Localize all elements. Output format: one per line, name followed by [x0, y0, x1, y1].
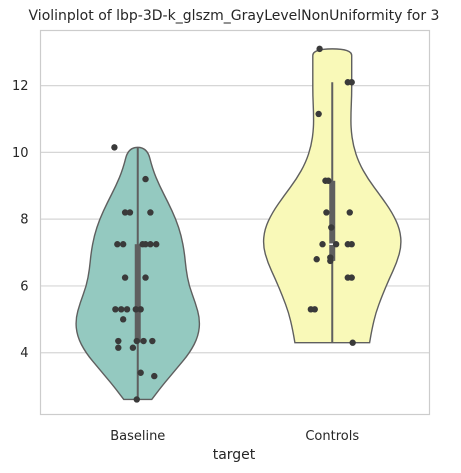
- data-point: [316, 45, 323, 53]
- data-point: [111, 144, 118, 151]
- data-point: [311, 306, 318, 313]
- data-point: [112, 306, 119, 313]
- data-point: [349, 339, 356, 346]
- data-point: [121, 209, 129, 216]
- iqr-box: [329, 180, 336, 261]
- data-point: [137, 369, 144, 376]
- y-tick-label: 8: [20, 213, 28, 228]
- data-point: [142, 274, 149, 281]
- data-point: [140, 337, 147, 345]
- data-point: [118, 306, 125, 313]
- data-point: [119, 241, 127, 248]
- data-point: [115, 344, 122, 351]
- data-point: [133, 396, 140, 403]
- data-point: [121, 274, 129, 281]
- data-point: [153, 241, 160, 248]
- data-point: [119, 316, 127, 323]
- data-point: [129, 344, 137, 351]
- y-tick-label: 10: [12, 146, 29, 161]
- data-point: [114, 241, 121, 248]
- data-point: [346, 209, 353, 216]
- data-point: [142, 175, 149, 183]
- iqr-box: [134, 244, 141, 343]
- data-point: [328, 224, 335, 231]
- y-tick-label: 12: [12, 79, 29, 94]
- data-point: [147, 241, 154, 248]
- data-point: [151, 372, 158, 380]
- chart-title: Violinplot of lbp-3D-k_glszm_GrayLevelNo…: [29, 8, 440, 24]
- data-point: [115, 337, 122, 345]
- data-point: [315, 110, 322, 118]
- y-tick-label: 6: [20, 279, 28, 294]
- strip-points: [111, 45, 356, 403]
- y-tick-label: 4: [20, 346, 28, 361]
- box-markers: [134, 82, 336, 400]
- data-point: [327, 257, 334, 265]
- data-point: [348, 274, 355, 281]
- data-point: [123, 306, 131, 313]
- data-point: [319, 241, 326, 248]
- data-point: [137, 306, 144, 313]
- x-axis-label: target: [213, 447, 256, 463]
- data-point: [313, 256, 320, 263]
- data-point: [147, 209, 154, 216]
- data-point: [348, 79, 355, 86]
- x-tick-label: Baseline: [110, 429, 165, 444]
- data-point: [348, 241, 355, 248]
- x-tick-label: Controls: [305, 429, 359, 444]
- plot-frame: [39, 29, 431, 416]
- data-point: [323, 209, 330, 216]
- data-point: [142, 241, 149, 248]
- data-point: [332, 241, 340, 248]
- x-tick-labels: Baseline Controls: [110, 429, 359, 444]
- data-point: [325, 177, 332, 184]
- data-point: [126, 209, 134, 216]
- data-point: [149, 337, 156, 345]
- data-point: [132, 306, 140, 313]
- y-tick-labels: 4 6 8 10 12: [12, 79, 29, 361]
- data-point: [133, 337, 140, 345]
